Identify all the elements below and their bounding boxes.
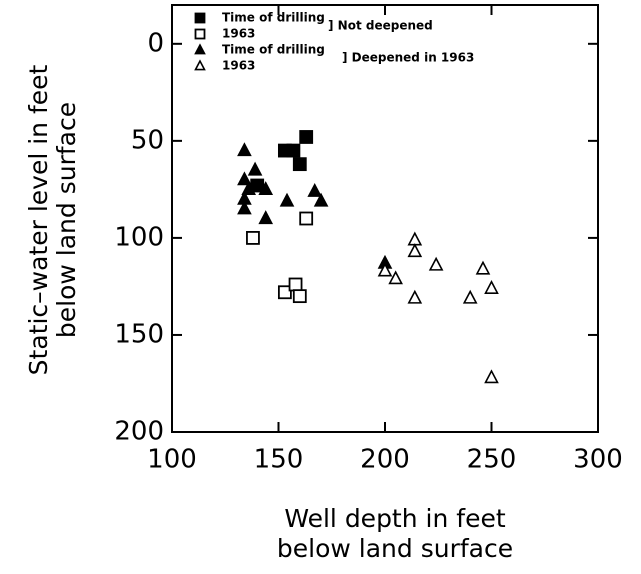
marker [307,183,323,197]
x-tick-label: 300 [573,445,623,475]
legend-group-label: ] Not deepened [328,19,433,33]
x-axis-label: Well depth in feet [284,504,505,533]
x-tick-label: 250 [467,445,517,475]
y-tick-label: 150 [114,319,164,349]
marker [292,289,307,304]
marker [484,369,499,384]
marker [484,280,499,294]
legend-marker [194,43,206,55]
marker [250,178,265,193]
marker [377,262,393,277]
x-axis-label: below land surface [277,534,513,563]
marker [258,210,274,225]
legend-label: 1963 [222,59,255,73]
marker [407,289,423,304]
x-tick-label: 200 [360,445,410,475]
marker [288,277,303,292]
legend-group-label: ] Deepened in 1963 [342,51,474,65]
y-tick-label: 0 [147,28,164,58]
marker [407,231,423,246]
marker [237,171,252,186]
marker [313,192,329,207]
x-tick-label: 100 [147,445,197,475]
y-axis-label: Static–water level in feet [24,64,53,375]
legend-label: Time of drilling [222,11,325,25]
marker [279,192,295,207]
y-axis-label: below land surface [52,102,81,338]
legend-label: 1963 [222,27,255,41]
marker [407,243,423,258]
marker [246,231,260,245]
legend-label: Time of drilling [222,43,325,57]
marker [258,181,274,195]
y-tick-label: 100 [114,222,164,252]
x-tick-label: 150 [254,445,304,475]
marker [237,200,252,215]
y-tick-label: 50 [131,125,164,155]
marker [475,260,491,275]
marker [237,142,252,157]
marker [286,143,301,158]
marker [292,157,307,172]
marker [299,211,314,226]
marker [428,256,444,271]
legend-marker [194,28,206,40]
y-tick-label: 200 [114,417,164,447]
marker [247,161,263,176]
marker [277,285,292,300]
marker [388,270,403,285]
marker [299,130,314,144]
marker [241,181,257,195]
legend-marker [194,59,206,71]
marker [462,289,478,304]
legend-marker [194,12,206,24]
